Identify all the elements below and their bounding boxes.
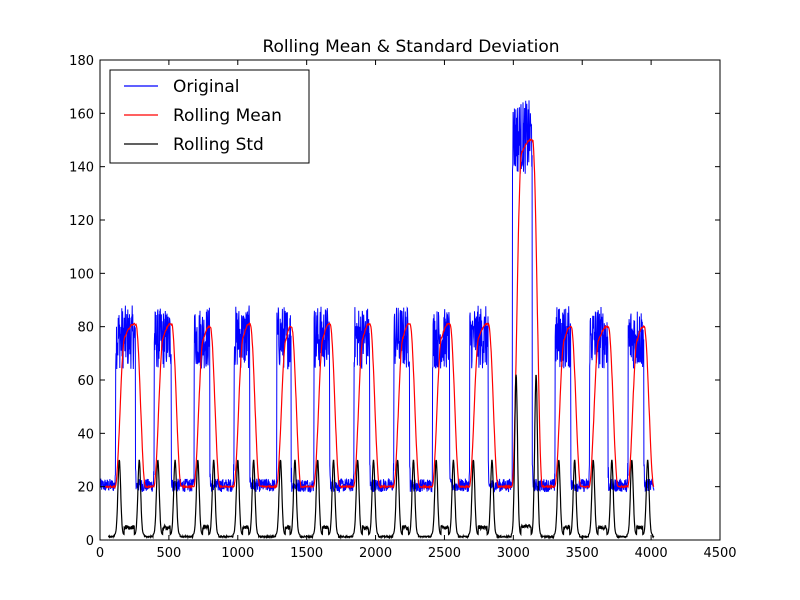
y-tick-label: 180 (69, 54, 94, 69)
y-tick-label: 20 (77, 481, 94, 496)
x-tick-label: 3000 (497, 546, 530, 561)
plot-area (99, 100, 655, 540)
chart-title: Rolling Mean & Standard Deviation (262, 37, 559, 57)
x-tick-label: 2500 (428, 546, 461, 561)
axes: 0 500 1000 1500 2000 2500 3000 3500 4000 4500 0 20 4… (69, 54, 736, 561)
y-tick-label: 160 (69, 107, 94, 122)
x-tick-label: 3500 (566, 546, 599, 561)
axes-frame (99, 59, 721, 541)
y-tick-label: 120 (69, 214, 94, 229)
x-tick-label: 1000 (221, 546, 254, 561)
y-tick-label: 80 (77, 321, 94, 336)
x-tick-label: 0 (96, 546, 104, 561)
legend-label: Rolling Mean (173, 106, 282, 126)
x-tick-label: 4500 (703, 546, 736, 561)
legend: Original Rolling Mean Rolling Std (109, 69, 310, 164)
x-tick-label: 1500 (290, 546, 323, 561)
x-tick-label: 4000 (635, 546, 668, 561)
y-tick-label: 100 (69, 267, 94, 282)
x-tick-label: 2000 (359, 546, 392, 561)
legend-label: Original (173, 77, 240, 97)
series-line-rolling-std (107, 374, 655, 540)
x-tick-label: 500 (156, 546, 181, 561)
legend-label: Rolling Std (173, 135, 264, 155)
y-tick-label: 140 (69, 161, 94, 176)
y-tick-label: 60 (77, 374, 94, 389)
series-line-rolling-mean (105, 137, 655, 490)
y-tick-label: 40 (77, 427, 94, 442)
y-tick-label: 0 (86, 534, 94, 549)
